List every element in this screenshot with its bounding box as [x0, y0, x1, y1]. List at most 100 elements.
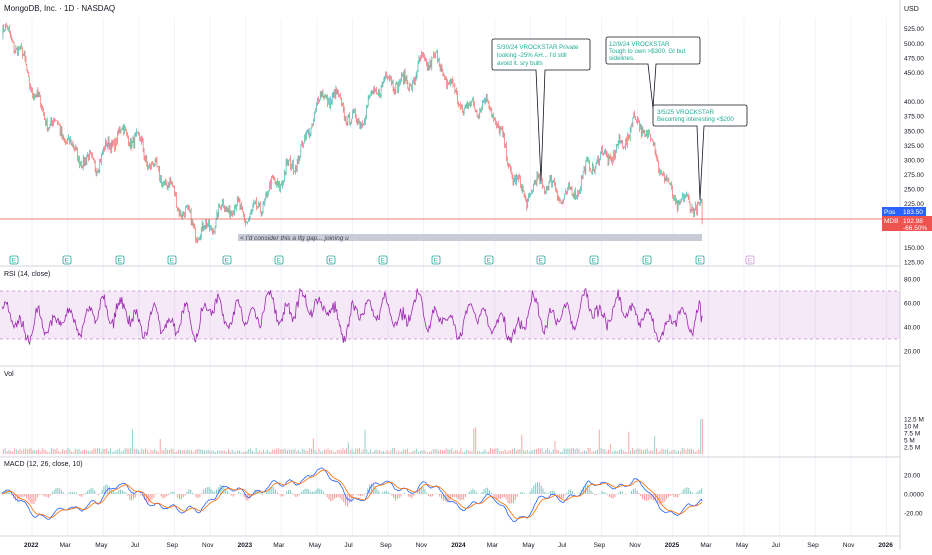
- volume-bar: [573, 448, 574, 454]
- volume-bar: [300, 452, 301, 454]
- rsi-tick-label: 40.00: [904, 325, 921, 332]
- earnings-marker[interactable]: E: [223, 256, 231, 265]
- earnings-marker-label: E: [645, 258, 650, 265]
- macd-hist-bar: [78, 494, 79, 495]
- volume-bar: [191, 450, 192, 454]
- macd-hist-bar: [179, 494, 180, 500]
- macd-hist-bar: [260, 493, 261, 494]
- macd-hist-bar: [471, 490, 472, 494]
- macd-hist-bar: [316, 490, 317, 494]
- earnings-marker[interactable]: E: [275, 256, 283, 265]
- volume-bar: [606, 452, 607, 454]
- macd-hist-bar: [140, 494, 141, 495]
- macd-hist-bar: [120, 490, 121, 494]
- volume-bar: [361, 452, 362, 454]
- volume-bar: [311, 449, 312, 454]
- annotation-2[interactable]: 12/9/24 VROCKSTAR Tough to own >$300. GI…: [606, 37, 700, 108]
- earnings-marker[interactable]: E: [746, 256, 754, 265]
- pos-tag-value: 183.50: [903, 209, 923, 216]
- macd-hist-bar: [506, 494, 507, 499]
- macd-hist-bar: [126, 493, 127, 494]
- volume-bar: [53, 449, 54, 454]
- volume-bar: [132, 430, 133, 454]
- volume-bar: [394, 448, 395, 454]
- macd-hist-bar: [57, 488, 58, 494]
- time-tick-label: 2024: [451, 542, 466, 549]
- volume-bar: [676, 452, 677, 454]
- volume-bar: [154, 449, 155, 454]
- macd-hist-bar: [20, 494, 21, 497]
- volume-bar: [239, 451, 240, 454]
- macd-hist-bar: [33, 494, 34, 504]
- earnings-marker[interactable]: E: [379, 256, 387, 265]
- macd-tick-label: -20.00: [904, 511, 923, 518]
- earnings-marker[interactable]: E: [432, 256, 440, 265]
- macd-hist-bar: [85, 493, 86, 494]
- earnings-marker[interactable]: E: [590, 256, 598, 265]
- volume-bar: [403, 449, 404, 454]
- earnings-marker[interactable]: E: [168, 256, 176, 265]
- time-tick-label: Jul: [131, 542, 140, 549]
- macd-hist-bar: [530, 491, 531, 494]
- volume-bar: [534, 449, 535, 454]
- macd-hist-bar: [539, 482, 540, 494]
- macd-hist-bar: [198, 494, 199, 498]
- volume-bar: [682, 448, 683, 454]
- annotation-3[interactable]: 3/5/25 VROCKSTAR Becoming interesting <$…: [653, 105, 747, 200]
- macd-hist-bar: [192, 493, 193, 494]
- earnings-marker[interactable]: E: [485, 256, 493, 265]
- volume-bar: [55, 449, 56, 454]
- volume-bar: [134, 449, 135, 454]
- macd-hist-bar: [696, 493, 697, 494]
- macd-hist-bar: [498, 494, 499, 499]
- volume-bar: [222, 451, 223, 454]
- earnings-marker[interactable]: E: [10, 256, 18, 265]
- volume-bar: [621, 449, 622, 454]
- earnings-marker[interactable]: E: [537, 256, 545, 265]
- earnings-marker[interactable]: E: [696, 256, 704, 265]
- volume-bar: [45, 450, 46, 454]
- volume-bar: [226, 452, 227, 454]
- volume-bar: [684, 448, 685, 454]
- volume-bar: [8, 450, 9, 454]
- earnings-marker-label: E: [65, 258, 70, 265]
- earnings-marker-label: E: [12, 258, 17, 265]
- volume-bar: [564, 448, 565, 454]
- earnings-marker[interactable]: E: [327, 256, 335, 265]
- earnings-marker[interactable]: E: [116, 256, 124, 265]
- vol-tick-label: 7.5 M: [904, 431, 920, 438]
- volume-bar: [160, 439, 161, 454]
- volume-bar: [145, 448, 146, 454]
- earnings-marker-label: E: [118, 258, 123, 265]
- volume-bar: [7, 451, 8, 454]
- macd-hist-bar: [214, 492, 215, 494]
- macd-hist-bar: [174, 492, 175, 494]
- volume-bar: [27, 449, 28, 454]
- vol-tick-label: 5 M: [904, 438, 915, 445]
- macd-hist-bar: [327, 494, 328, 497]
- macd-hist-bar: [570, 490, 571, 494]
- macd-hist-bar: [404, 493, 405, 494]
- volume-bar: [241, 452, 242, 454]
- macd-hist-bar: [677, 494, 678, 498]
- macd-hist-bar: [181, 494, 182, 499]
- price-tick-label: 250.00: [904, 187, 924, 194]
- volume-bar: [453, 452, 454, 454]
- earnings-marker[interactable]: E: [63, 256, 71, 265]
- macd-hist-bar: [164, 494, 165, 498]
- earnings-marker[interactable]: E: [643, 256, 651, 265]
- macd-hist-bar: [238, 492, 239, 494]
- volume-bar: [163, 450, 164, 454]
- macd-hist-bar: [68, 493, 69, 494]
- macd-hist-bar: [325, 494, 326, 495]
- time-tick-label: Mar: [487, 542, 499, 549]
- macd-hist-bar: [467, 493, 468, 494]
- volume-bar: [77, 450, 78, 454]
- earnings-marker-label: E: [487, 258, 492, 265]
- macd-hist-bar: [620, 491, 621, 494]
- volume-bar: [115, 451, 116, 454]
- macd-hist-bar: [452, 494, 453, 498]
- volume-bar: [475, 427, 476, 454]
- price-tick-label: 350.00: [904, 128, 924, 135]
